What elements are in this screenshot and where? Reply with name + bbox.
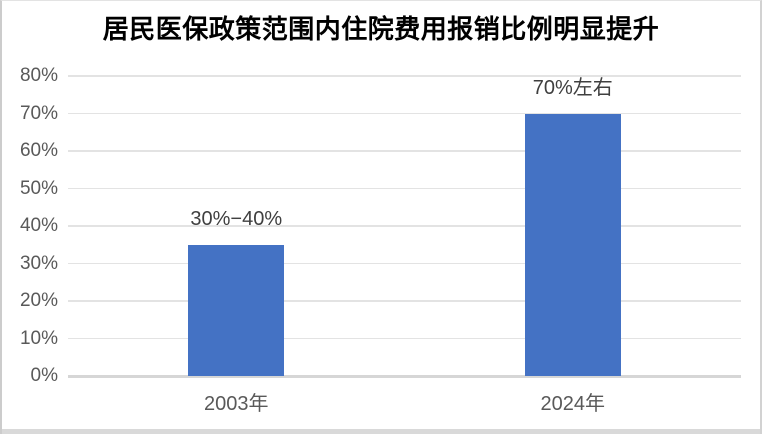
gridline	[68, 112, 741, 115]
bar-2024年	[524, 113, 621, 376]
y-axis-tick-label: 50%	[19, 177, 58, 199]
bottom-edge	[2, 429, 760, 434]
y-axis-tick-label: 80%	[19, 65, 58, 86]
gridline	[68, 187, 741, 190]
y-axis-tick-label: 30%	[19, 252, 58, 274]
gridline	[68, 225, 741, 227]
y-axis-tick-label: 10%	[19, 327, 58, 349]
gridline	[68, 150, 741, 152]
value-label: 70%左右	[532, 76, 613, 99]
x-axis-line	[68, 375, 741, 378]
y-axis-tick-label: 70%	[19, 102, 58, 124]
gridline	[68, 300, 741, 302]
gridline	[68, 262, 741, 265]
bar-2003年	[188, 244, 285, 376]
value-label: 30%−40%	[190, 207, 283, 230]
y-axis-tick-label: 60%	[19, 140, 58, 161]
x-axis-tick-label: 2003年	[204, 393, 269, 415]
y-axis-tick-label: 0%	[30, 365, 58, 386]
y-axis-tick-label: 40%	[19, 215, 58, 236]
x-axis-tick-label: 2024年	[540, 393, 606, 415]
y-axis-tick-label: 20%	[19, 290, 58, 311]
gridline	[68, 337, 741, 340]
gridline	[68, 75, 741, 77]
chart-title: 居民医保政策范围内住院费用报销比例明显提升	[102, 14, 660, 44]
